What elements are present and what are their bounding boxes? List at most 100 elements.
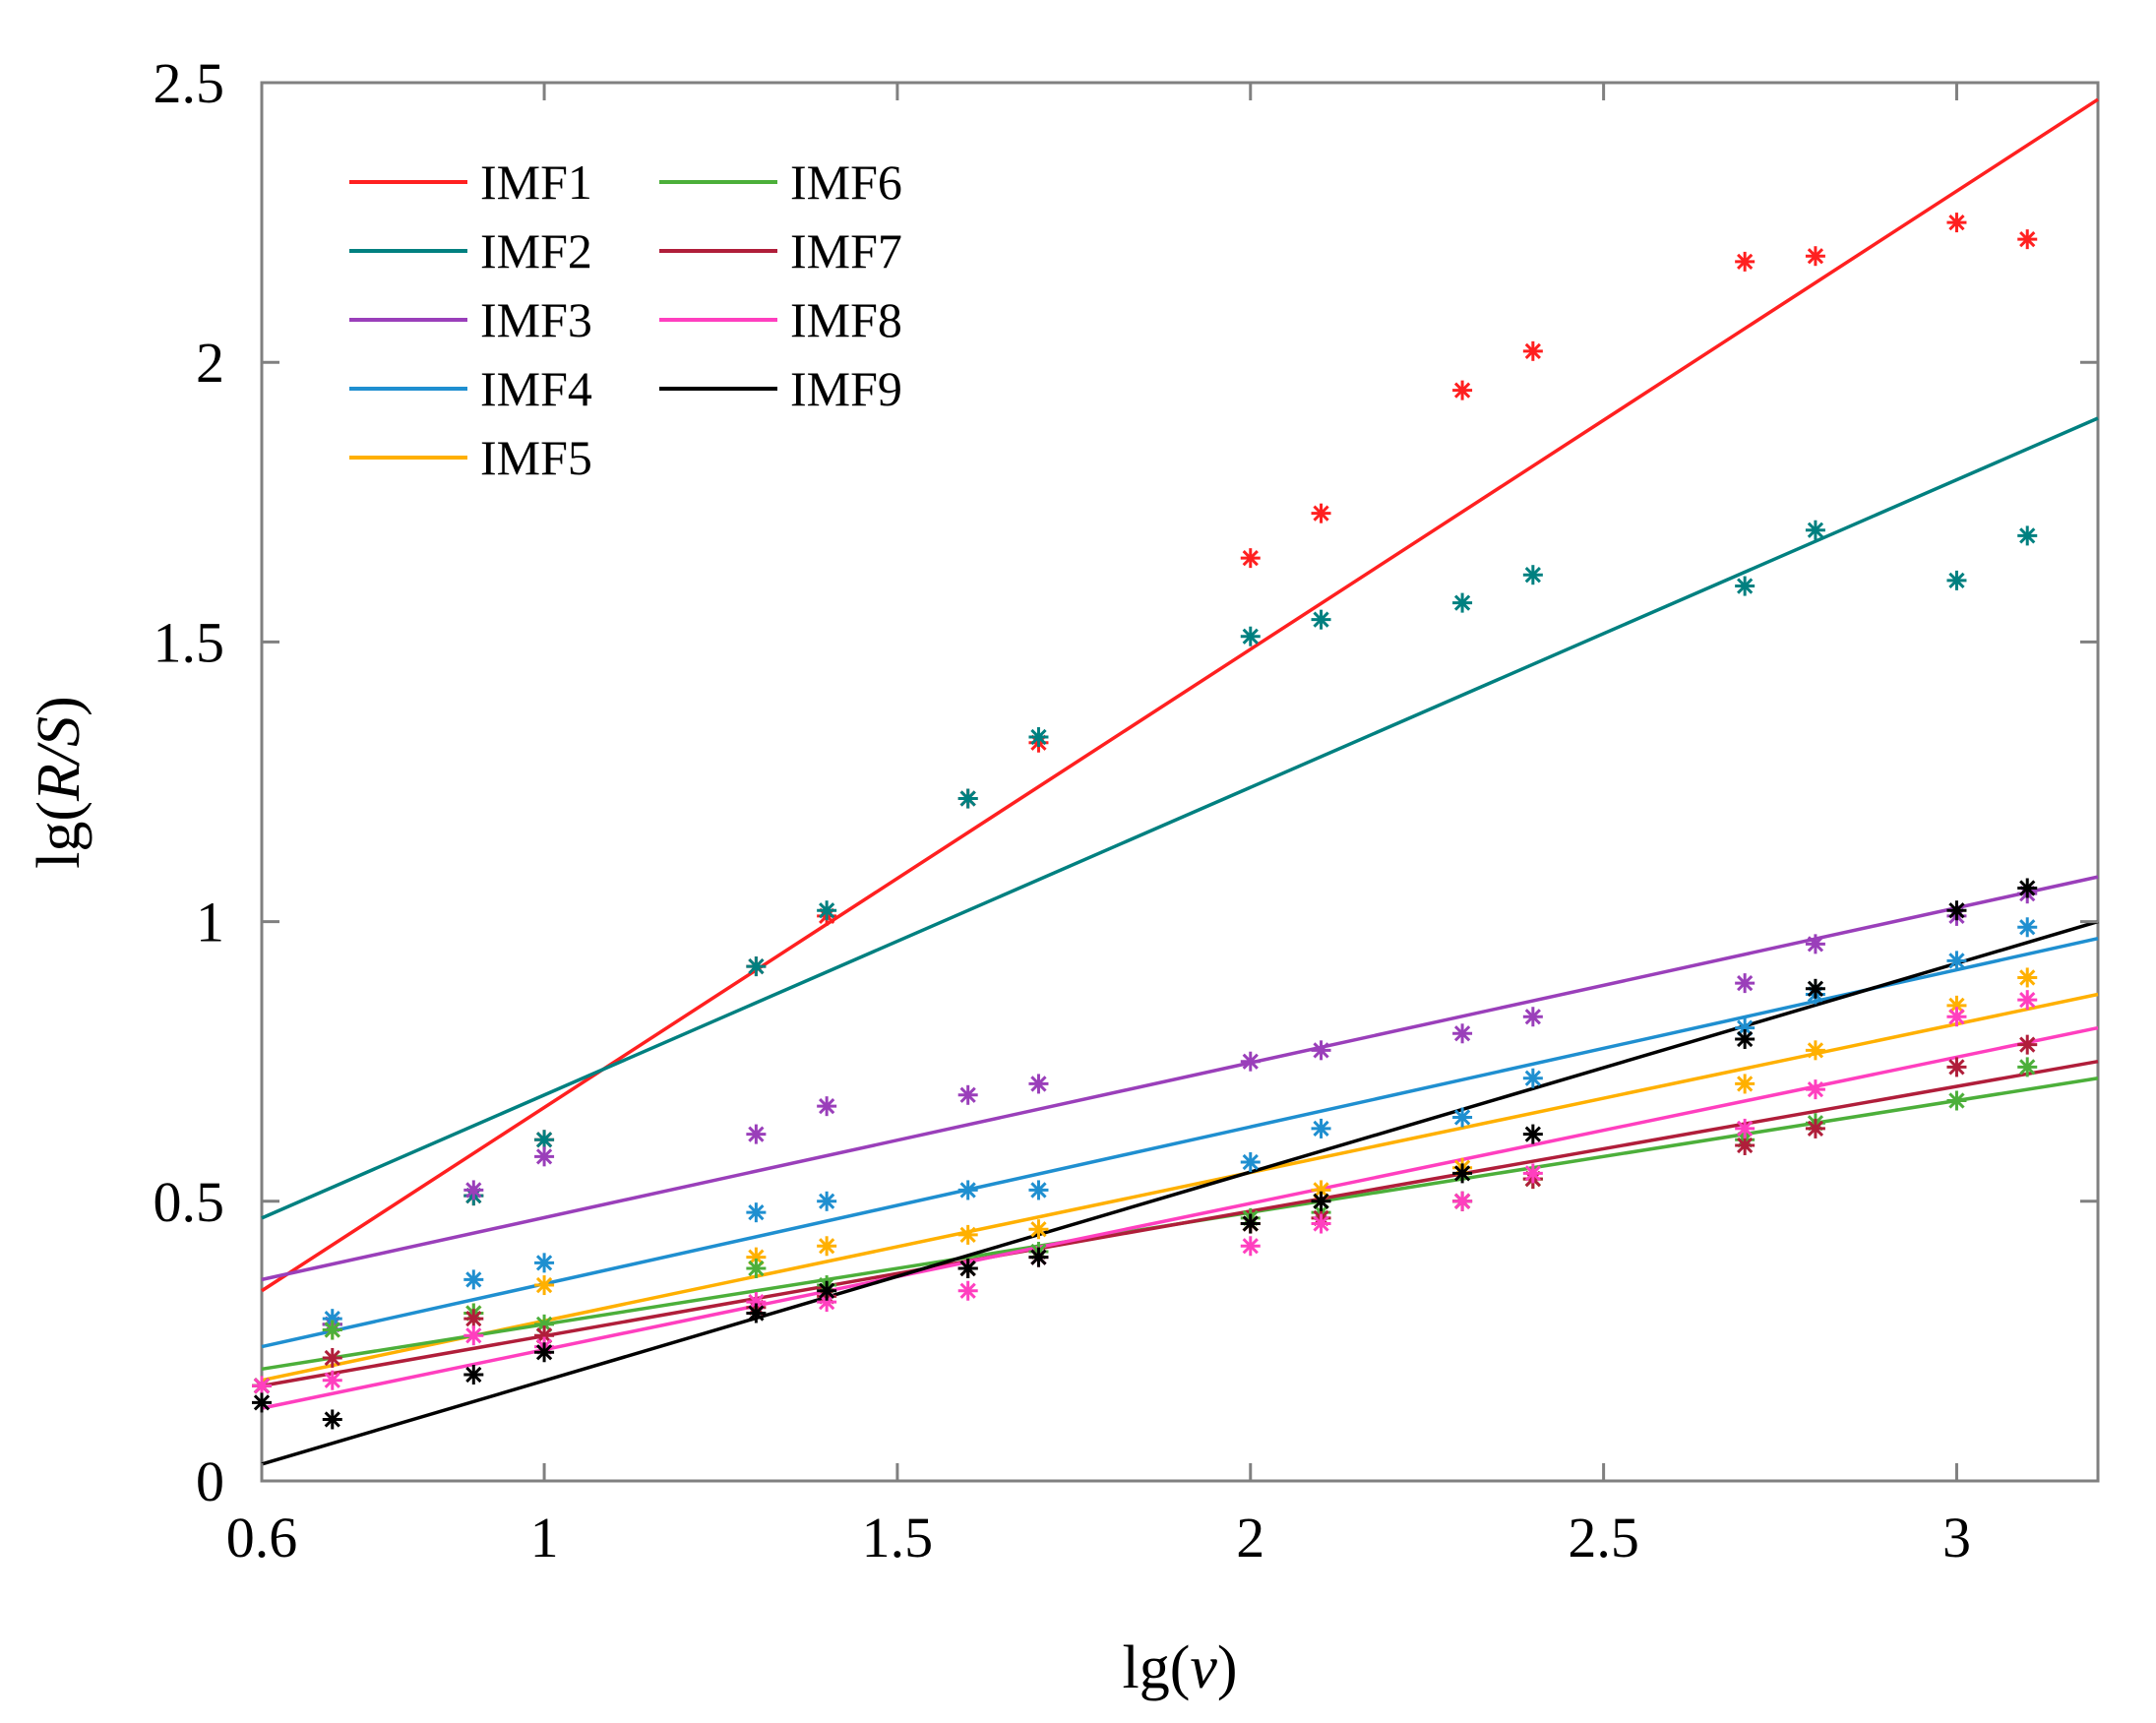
point-imf9: [1522, 1124, 1543, 1144]
y-tick-label: 0.5: [154, 1170, 225, 1234]
point-imf6: [1946, 1090, 1967, 1111]
fit-line-imf4: [261, 936, 2099, 1349]
legend-label: IMF2: [480, 223, 592, 278]
point-imf9: [463, 1365, 484, 1385]
legend-label: IMF7: [790, 223, 902, 278]
y-tick-label: 1: [196, 891, 224, 954]
legend-item-imf9: IMF9: [659, 361, 902, 416]
legend-item-imf5: IMF5: [349, 430, 592, 485]
point-imf8: [1522, 1163, 1543, 1184]
x-tick-label: 1.5: [862, 1506, 934, 1569]
point-imf9: [1735, 1028, 1756, 1049]
point-imf5: [1805, 1040, 1825, 1061]
point-imf9: [2017, 878, 2038, 898]
point-imf6: [322, 1320, 342, 1340]
point-imf9: [817, 1280, 837, 1301]
point-imf8: [252, 1376, 272, 1396]
point-imf7: [1946, 1057, 1967, 1077]
point-imf1: [2017, 229, 2038, 250]
point-imf1: [1735, 251, 1756, 272]
point-imf3: [746, 1124, 767, 1144]
point-imf9: [1452, 1163, 1473, 1184]
point-imf1: [1522, 340, 1543, 361]
plot-area: [260, 81, 2100, 1483]
point-imf3: [1805, 934, 1825, 954]
legend-label: IMF8: [790, 292, 902, 347]
point-imf2: [1805, 520, 1825, 540]
legend-label: IMF4: [480, 361, 592, 416]
point-imf8: [957, 1280, 978, 1301]
legend-label: IMF9: [790, 361, 902, 416]
point-imf5: [817, 1236, 837, 1257]
point-imf9: [957, 1259, 978, 1279]
point-imf9: [1028, 1247, 1049, 1267]
legend-item-imf4: IMF4: [349, 361, 592, 416]
legend-item-imf6: IMF6: [659, 154, 902, 210]
point-imf8: [1805, 1079, 1825, 1100]
point-imf3: [1028, 1074, 1049, 1094]
x-tick-label: 2.5: [1568, 1506, 1639, 1569]
x-tick-label: 3: [1942, 1506, 1971, 1569]
point-imf2: [534, 1130, 555, 1150]
fit-line-imf3: [261, 875, 2099, 1282]
y-tick-label: 2: [196, 331, 224, 395]
y-tick-label: 0: [196, 1449, 224, 1513]
legend-item-imf3: IMF3: [349, 292, 592, 347]
point-imf3: [1522, 1007, 1543, 1027]
fit-line-imf8: [261, 1025, 2099, 1410]
point-imf8: [463, 1325, 484, 1346]
point-imf8: [1735, 1118, 1756, 1138]
point-imf4: [1522, 1068, 1543, 1088]
fit-line-imf7: [261, 1059, 2099, 1388]
point-imf7: [322, 1347, 342, 1368]
y-tick-label: 2.5: [154, 51, 225, 115]
point-imf1: [1311, 503, 1331, 523]
x-tick-label: 2: [1236, 1506, 1264, 1569]
point-imf8: [322, 1370, 342, 1390]
point-imf9: [1805, 978, 1825, 999]
point-imf8: [1946, 1007, 1967, 1027]
point-imf3: [817, 1096, 837, 1117]
point-imf2: [817, 900, 837, 921]
y-tick-labels: 0 0.5 1 1.5 2 2.5: [154, 51, 225, 1513]
point-imf9: [1240, 1213, 1261, 1234]
point-imf5: [1028, 1219, 1049, 1240]
point-imf2: [1735, 576, 1756, 596]
point-imf2: [2017, 525, 2038, 546]
point-imf7: [2017, 1034, 2038, 1055]
point-imf4: [463, 1269, 484, 1290]
point-imf9: [252, 1392, 272, 1413]
x-tick-label: 0.6: [226, 1506, 298, 1569]
point-imf2: [1311, 609, 1331, 630]
point-imf8: [1240, 1236, 1261, 1257]
point-imf1: [1946, 213, 1967, 233]
point-imf8: [1452, 1191, 1473, 1211]
point-imf4: [1028, 1180, 1049, 1200]
point-imf4: [746, 1202, 767, 1223]
fit-line-imf5: [261, 992, 2099, 1383]
legend-item-imf7: IMF7: [659, 223, 902, 278]
point-imf1: [1805, 246, 1825, 267]
point-imf4: [1452, 1107, 1473, 1128]
point-imf3: [1735, 973, 1756, 994]
legend: IMF1 IMF2 IMF3 IMF4 IMF5 IMF6 IMF7 IMF8 IMF9: [349, 154, 902, 485]
point-imf3: [1311, 1040, 1331, 1061]
point-imf2: [1452, 592, 1473, 613]
point-imf4: [534, 1253, 555, 1273]
point-imf4: [817, 1191, 837, 1211]
point-imf3: [1452, 1023, 1473, 1044]
legend-item-imf8: IMF8: [659, 292, 902, 347]
point-imf7: [1735, 1135, 1756, 1155]
point-imf2: [1522, 565, 1543, 585]
fit-line-imf1: [261, 97, 2099, 1293]
point-imf4: [2017, 917, 2038, 938]
point-imf2: [1240, 626, 1261, 646]
legend-label: IMF5: [480, 430, 592, 485]
point-imf6: [746, 1259, 767, 1279]
fit-line-imf2: [261, 416, 2099, 1220]
data-points: [252, 213, 2038, 1430]
point-imf7: [1805, 1118, 1825, 1138]
y-axis-label: lg(R/S): [26, 696, 92, 869]
point-imf5: [957, 1224, 978, 1245]
